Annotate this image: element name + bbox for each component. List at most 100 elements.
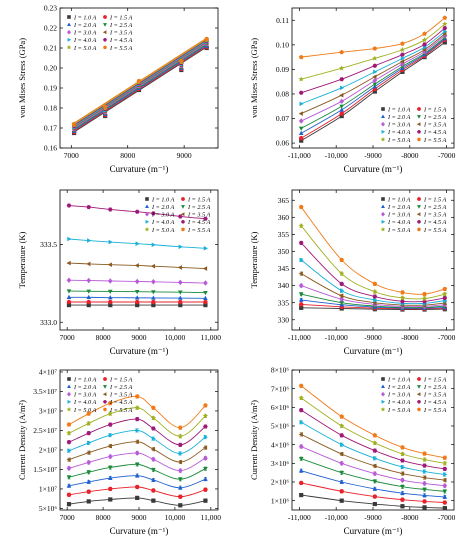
- legend-label: I = 5.0 A: [387, 137, 410, 144]
- series-3: [66, 473, 208, 490]
- data-point: [298, 443, 304, 450]
- data-point: [86, 261, 91, 267]
- data-point: [66, 492, 72, 497]
- data-point: [107, 453, 113, 460]
- data-point: [86, 470, 92, 475]
- legend-marker: [103, 385, 107, 389]
- data-point: [203, 216, 208, 221]
- data-point: [400, 445, 405, 450]
- data-point: [339, 433, 345, 438]
- data-point: [66, 294, 72, 300]
- legend-label: I = 4.0 A: [73, 399, 96, 406]
- data-point: [372, 82, 378, 87]
- legend-label: I = 1.5 A: [423, 196, 446, 203]
- legend-label: I = 5.5 A: [423, 227, 446, 234]
- data-point: [102, 104, 108, 109]
- data-point: [86, 479, 92, 484]
- legend-label: I = 3.0 A: [73, 30, 96, 37]
- data-point: [373, 69, 378, 75]
- data-point: [86, 420, 92, 426]
- y-tick-label: 4×10⁷: [39, 368, 57, 377]
- legend-marker: [417, 400, 421, 404]
- legend-marker: [381, 107, 385, 111]
- legend-label: I = 5.5 A: [423, 137, 446, 144]
- y-tick-label: 4×10⁶: [271, 440, 289, 449]
- data-point: [372, 432, 378, 438]
- data-point: [400, 458, 405, 463]
- legend-label: I = 4.5 A: [109, 399, 132, 406]
- data-point: [66, 289, 72, 294]
- data-point: [151, 456, 156, 463]
- data-point: [66, 164, 71, 169]
- legend-marker: [67, 384, 71, 389]
- data-point: [151, 488, 156, 493]
- series-fit-line: [301, 433, 445, 481]
- data-point: [298, 383, 304, 388]
- data-point: [203, 476, 208, 481]
- series-fit-line: [300, 397, 445, 464]
- legend-marker: [381, 121, 385, 127]
- data-point: [86, 277, 92, 284]
- y-tick-label: 333.5: [40, 240, 57, 249]
- legend-marker: [416, 212, 421, 217]
- data-point: [400, 497, 405, 502]
- data-point: [151, 477, 156, 482]
- data-point: [135, 241, 140, 246]
- data-point: [339, 301, 345, 306]
- legend-label: I = 3.0 A: [387, 122, 410, 129]
- legend-label: I = 3.0 A: [151, 212, 174, 219]
- data-point: [71, 121, 77, 126]
- legend-marker: [67, 29, 71, 35]
- legend-label: I = 2.0 A: [151, 204, 174, 211]
- x-tick-label: -8000: [401, 333, 419, 342]
- data-point: [107, 422, 113, 427]
- data-point: [400, 484, 405, 490]
- data-point: [134, 404, 140, 411]
- series-4: [66, 289, 208, 296]
- legend-marker: [103, 15, 107, 19]
- series-1: [66, 303, 208, 308]
- y-tick-label: 330: [278, 315, 290, 324]
- data-point: [298, 468, 304, 473]
- legend-label: I = 3.0 A: [387, 212, 410, 219]
- legend-label: I = 4.0 A: [387, 399, 410, 406]
- data-point: [298, 302, 304, 307]
- data-point: [442, 31, 447, 37]
- legend-label: I = 3.5 A: [109, 392, 132, 399]
- data-point: [298, 408, 304, 413]
- legend-marker: [103, 45, 107, 50]
- data-point: [67, 448, 72, 454]
- data-point: [442, 466, 448, 471]
- legend-label: I = 2.5 A: [109, 384, 132, 391]
- data-point: [177, 295, 183, 300]
- data-point: [108, 299, 113, 305]
- legend-label: I = 4.0 A: [151, 219, 174, 226]
- data-point: [178, 425, 183, 430]
- legend-label: I = 2.5 A: [423, 114, 446, 121]
- data-point: [442, 460, 448, 466]
- legend-marker: [181, 205, 185, 209]
- data-point: [298, 297, 304, 302]
- data-point: [298, 90, 304, 95]
- data-point: [372, 281, 378, 286]
- legend-marker: [67, 391, 71, 397]
- legend-label: I = 4.0 A: [387, 129, 410, 136]
- data-point: [339, 281, 345, 286]
- data-point: [203, 403, 208, 408]
- data-point: [400, 299, 405, 304]
- chart-panel-middle-left: 7000 8000 9000 10,000 11,000 333.0 333.5 Curvat…: [17, 164, 222, 356]
- data-point: [134, 209, 140, 214]
- data-point: [203, 280, 208, 286]
- data-point: [442, 21, 448, 27]
- data-point: [134, 394, 140, 399]
- data-point: [399, 295, 406, 301]
- data-point: [87, 238, 92, 243]
- y-tick-label: 333.0: [40, 318, 57, 327]
- legend-marker: [103, 400, 107, 404]
- data-point: [87, 440, 92, 446]
- legend-label: I = 5.0 A: [387, 227, 410, 234]
- x-tick-label: 9000: [132, 513, 147, 522]
- x-tick-label: 11,000: [201, 333, 222, 342]
- x-tick-label: -9000: [364, 513, 382, 522]
